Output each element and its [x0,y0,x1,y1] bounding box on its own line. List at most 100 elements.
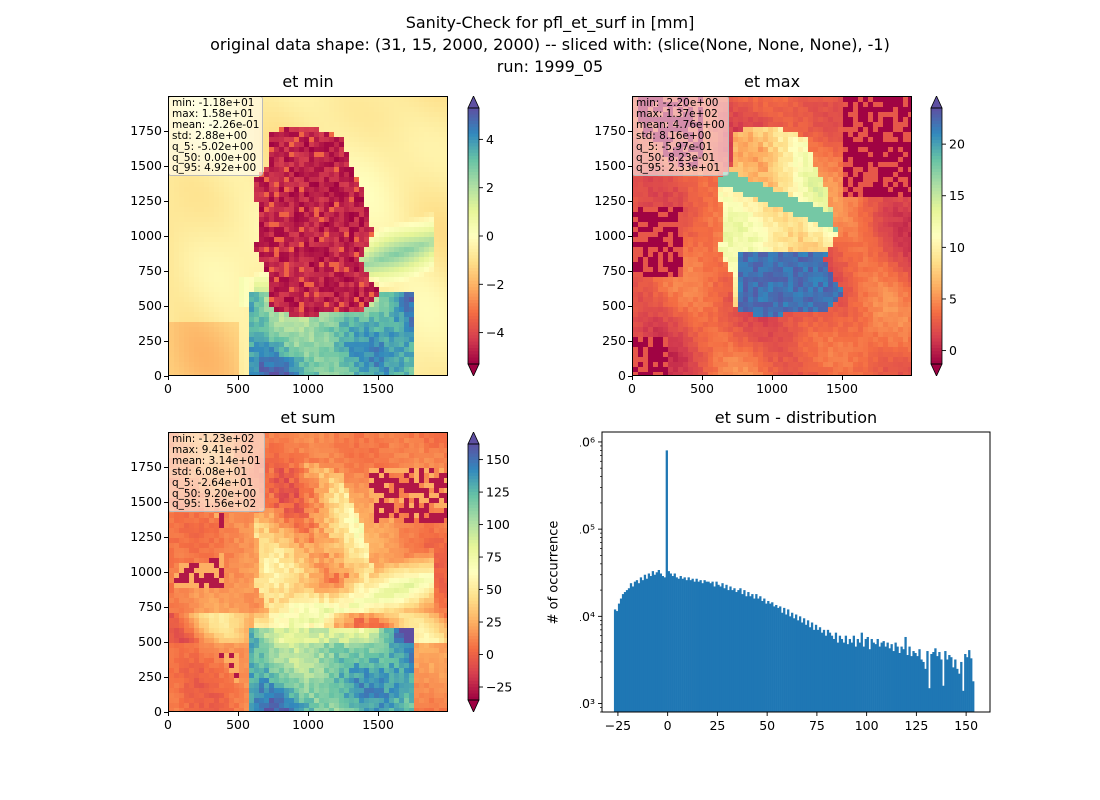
histogram-bar [719,586,722,712]
y-tick-mark [628,375,632,377]
heatmap-et-sum [169,433,447,711]
histogram-bar [717,584,720,712]
histogram-frame [601,431,991,713]
histogram-bar [767,600,770,712]
colorbar-band [468,492,479,496]
histogram-bar [705,581,708,712]
stat-q50: q_50: 9.20e+00 [172,487,257,500]
colorbar-band [931,149,942,154]
y-tick-label: 1500 [594,158,626,173]
colorbar-tick-label: 75 [486,550,502,565]
colorbar-band [468,210,479,215]
colorbar-band [468,117,479,122]
colorbar-band [931,108,942,112]
histogram-bar [856,638,859,712]
y-tick-mark [164,641,168,643]
histogram-bar [651,571,655,712]
colorbar-tick-label: −2 [486,277,504,292]
colorbar-band [468,511,479,515]
histogram-bar [874,644,877,712]
histogram-bar [701,583,704,712]
colorbar-band [468,578,479,583]
colorbar-band [931,351,942,355]
histogram-bar [775,604,778,712]
colorbar-band [468,562,479,567]
colorbar-band [468,143,479,147]
colorbar-band [468,600,479,605]
colorbar-tick-label: 150 [486,452,510,467]
histogram-bar [727,590,730,712]
colorbar-band [468,341,479,346]
histogram-bar [793,618,796,712]
colorbar-band [931,252,942,256]
colorbar-band [468,450,479,455]
colorbar-band [468,517,479,522]
histogram-bar [697,581,700,712]
histogram-bar [735,592,738,712]
histogram-bar [629,583,633,712]
colorbar-band [468,565,479,570]
y-tick-label: 750 [138,263,162,278]
stat-max: max: 1.37e+02 [636,107,718,120]
y-tick-label: 1250 [130,529,162,544]
x-tick-mark [237,376,239,380]
histogram-bar [852,635,855,712]
colorbar-tick-label: 0 [486,229,494,244]
y-tick-mark [628,305,632,307]
y-tick-mark [164,466,168,468]
histogram-bar [970,658,973,712]
y-tick-mark [164,571,168,573]
colorbar-band [931,242,942,247]
histogram-et-sum: −25 0 25 50 75 100 125 150 10³ 10⁴ 10⁵ 10⁶ [580,431,991,733]
colorbar-outline [930,107,943,365]
colorbar-band [931,220,942,224]
histogram-bar [886,642,889,712]
colorbar-tick-label: 50 [486,582,502,597]
colorbar-band [931,264,942,269]
x-tick-mark [167,376,169,380]
colorbar-band [468,354,479,359]
histogram-bar [926,651,929,712]
colorbar-band [931,338,942,343]
histogram-x-tick-label: 75 [809,718,825,733]
y-tick-label: 1750 [130,123,162,138]
histogram-bar [914,652,917,712]
colorbar-band [468,216,479,221]
histogram-bar [894,642,897,712]
colorbar-tick-label: 20 [949,137,965,152]
colorbar-extend-max [930,96,943,109]
y-tick-label: 0 [154,704,162,719]
colorbar-tick-label: 125 [486,485,510,500]
colorbar-band [468,188,479,192]
histogram-bar [822,629,826,712]
y-tick-label: 0 [154,368,162,383]
histogram-bar [645,578,649,712]
histogram-bar [729,586,732,712]
histogram-bar [830,635,834,712]
colorbar-band [468,200,479,205]
histogram-y-axis-label: # of occurrence [546,520,562,625]
stats-box-et-sum: min: -1.23e+02 max: 9.41e+02 mean: 3.14e… [169,433,265,513]
y-tick-mark [628,165,632,167]
y-tick-mark [164,711,168,713]
colorbar-band [931,316,942,320]
histogram-bar [773,606,776,712]
colorbar-band [468,620,479,624]
colorbar-band [468,498,479,503]
colorbar-band [468,684,479,688]
histogram-bar [938,652,941,712]
histogram-bar [787,609,790,712]
x-tick-label: 1500 [362,381,394,396]
y-tick-label: 1000 [594,228,626,243]
colorbar-band [468,264,479,269]
histogram-bar [844,635,848,712]
colorbar-band [468,527,479,531]
histogram-bar [960,661,963,712]
colorbar-band [468,175,479,179]
colorbar-band [468,271,479,275]
colorbar-band [468,226,479,231]
colorbar-band [468,344,479,349]
histogram-bar [783,607,786,712]
colorbar-band [931,111,942,115]
histogram-bar [745,596,748,712]
